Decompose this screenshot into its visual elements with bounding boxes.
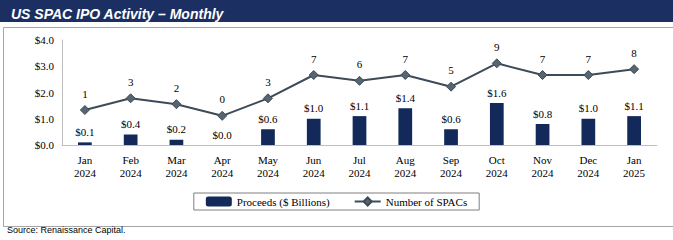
svg-text:Oct: Oct [489,154,505,166]
svg-text:2024: 2024 [165,167,188,179]
svg-text:Number of SPACs: Number of SPACs [386,196,468,208]
svg-text:8: 8 [631,47,637,59]
svg-text:2024: 2024 [349,167,372,179]
svg-text:Jan: Jan [78,154,93,166]
svg-text:2024: 2024 [577,167,600,179]
svg-text:Sep: Sep [443,154,460,166]
svg-text:7: 7 [311,53,317,65]
svg-text:3: 3 [128,76,134,88]
svg-text:$0.1: $0.1 [75,126,94,138]
svg-text:2024: 2024 [257,167,280,179]
svg-text:2025: 2025 [623,167,646,179]
svg-text:$0.0: $0.0 [213,129,233,141]
svg-text:7: 7 [586,53,592,65]
svg-text:2024: 2024 [211,167,234,179]
svg-text:$2.0: $2.0 [35,87,55,99]
svg-text:2: 2 [174,82,180,94]
svg-text:$0.6: $0.6 [441,113,461,125]
svg-text:$0.2: $0.2 [167,123,186,135]
svg-text:Apr: Apr [214,154,231,166]
svg-text:$1.4: $1.4 [396,92,416,104]
svg-text:$1.1: $1.1 [350,100,369,112]
svg-text:7: 7 [540,53,546,65]
svg-text:Dec: Dec [579,154,597,166]
svg-text:US SPAC IPO Activity – Monthly: US SPAC IPO Activity – Monthly [11,6,225,22]
svg-text:Mar: Mar [167,154,186,166]
svg-text:2024: 2024 [486,167,509,179]
svg-text:7: 7 [403,53,409,65]
svg-text:6: 6 [357,58,363,70]
svg-text:Nov: Nov [533,154,552,166]
svg-text:Jul: Jul [353,154,366,166]
svg-text:$4.0: $4.0 [35,34,55,46]
svg-text:2024: 2024 [74,167,97,179]
svg-text:Source: Renaissance Capital.: Source: Renaissance Capital. [7,225,126,235]
svg-text:$0.4: $0.4 [121,118,141,130]
svg-text:Jun: Jun [306,154,322,166]
svg-text:Jan: Jan [627,154,642,166]
svg-text:$0.8: $0.8 [533,108,553,120]
svg-text:3: 3 [265,76,271,88]
svg-text:2024: 2024 [532,167,555,179]
svg-text:0: 0 [219,93,225,105]
svg-text:9: 9 [494,41,500,53]
svg-text:2024: 2024 [394,167,417,179]
svg-text:$1.0: $1.0 [35,113,55,125]
svg-text:2024: 2024 [120,167,143,179]
svg-text:1: 1 [82,88,88,100]
svg-text:May: May [258,154,279,166]
svg-text:$0.6: $0.6 [258,113,278,125]
svg-text:Proceeds ($ Billions): Proceeds ($ Billions) [237,196,330,209]
svg-text:2024: 2024 [303,167,326,179]
svg-text:Feb: Feb [122,154,139,166]
svg-text:Aug: Aug [396,154,415,166]
svg-text:5: 5 [448,64,454,76]
svg-text:$1.1: $1.1 [624,100,643,112]
svg-text:$1.0: $1.0 [579,102,599,114]
svg-text:$1.0: $1.0 [304,102,324,114]
svg-text:$0.0: $0.0 [35,139,55,151]
svg-text:$3.0: $3.0 [35,60,55,72]
svg-text:2024: 2024 [440,167,463,179]
svg-text:$1.6: $1.6 [487,87,507,99]
